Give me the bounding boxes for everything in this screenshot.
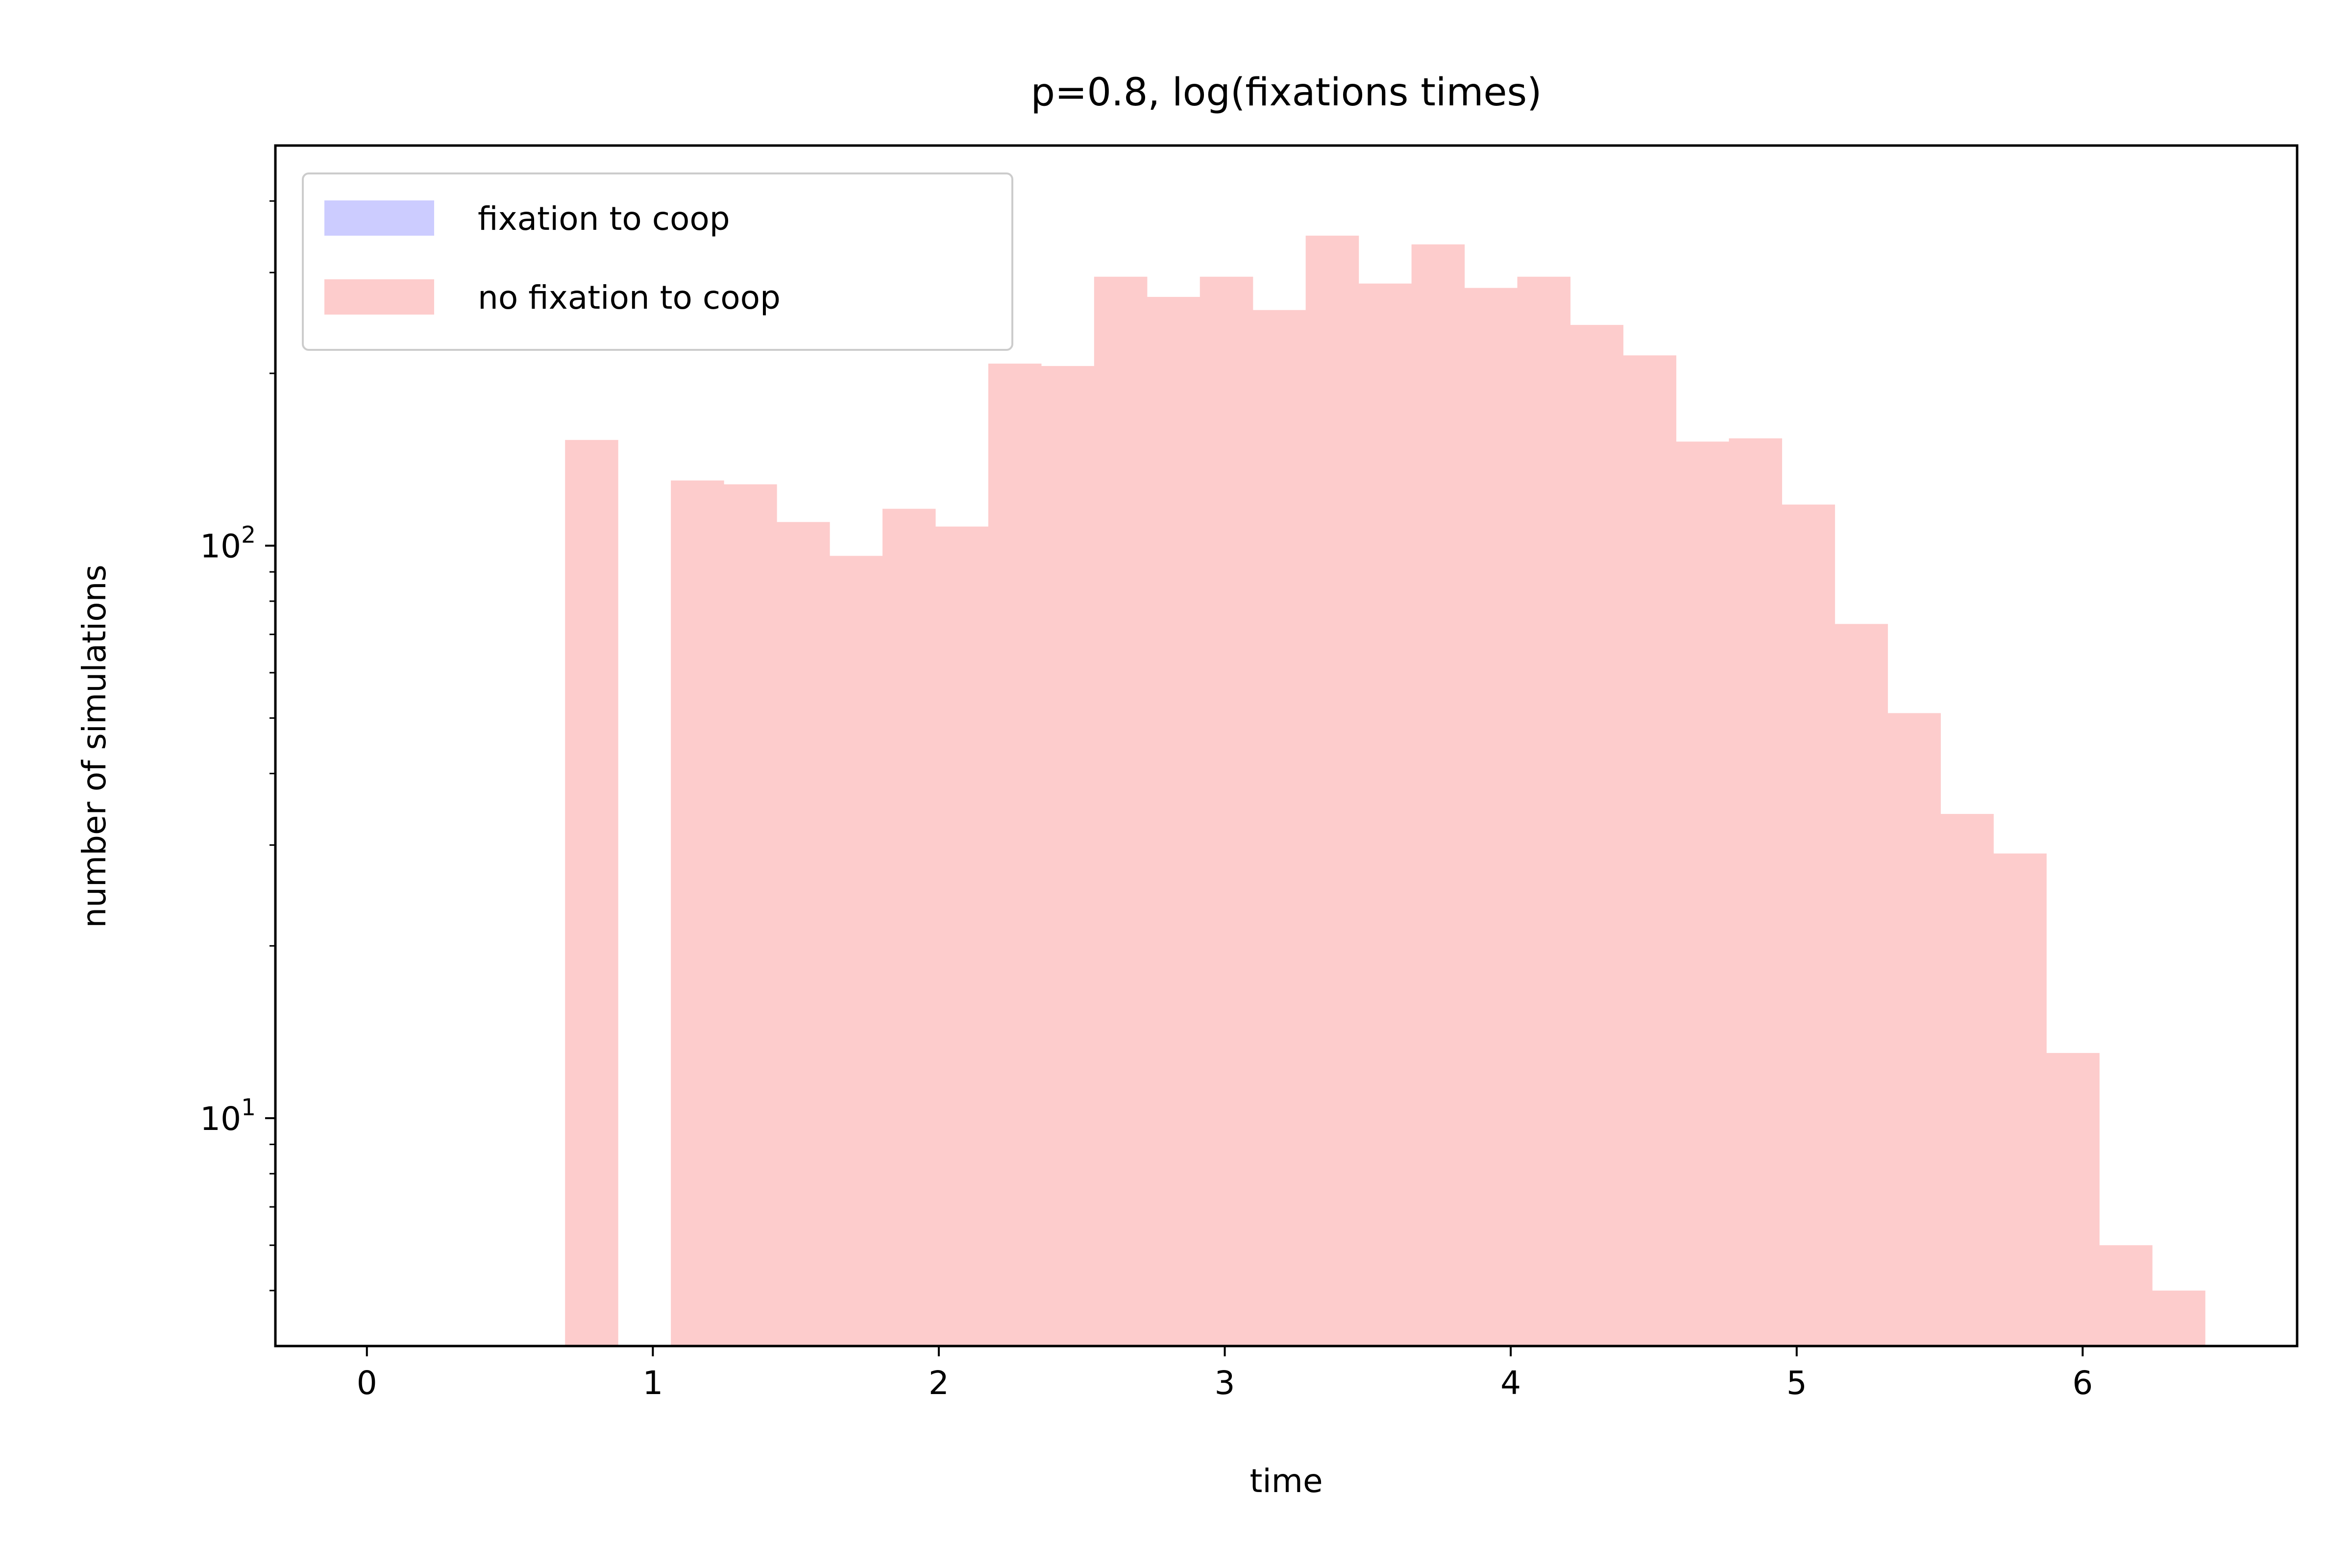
histogram-bar [565, 440, 618, 1347]
histogram-bar [1835, 624, 1888, 1346]
histogram-bar [1358, 283, 1412, 1346]
y-tick-label: 102 [200, 522, 256, 565]
x-tick-label: 1 [642, 1364, 663, 1402]
histogram-bar [2046, 1053, 2100, 1346]
histogram-bar [1729, 438, 1782, 1347]
histogram-bar [1623, 355, 1677, 1346]
histogram-bar [1517, 276, 1571, 1346]
x-tick-label: 4 [1500, 1364, 1521, 1402]
axes-frame [274, 144, 2299, 1348]
histogram-bar [1041, 366, 1095, 1346]
histogram-bar [1676, 441, 1730, 1347]
histogram-bar [1887, 713, 1941, 1346]
x-tick-label: 5 [1787, 1364, 1807, 1402]
chart-title: p=0.8, log(fixations times) [1030, 71, 1542, 115]
histogram-bar [1147, 296, 1200, 1347]
x-tick-label: 2 [929, 1364, 949, 1402]
histogram-bar [1200, 276, 1253, 1346]
histogram-bar [1940, 814, 1994, 1346]
legend-swatch [324, 279, 434, 315]
histogram-bar [724, 484, 777, 1346]
histogram-bar [988, 364, 1042, 1347]
histogram-bar [1305, 235, 1359, 1347]
x-axis-label: time [1250, 1462, 1323, 1500]
legend-label: no fixation to coop [478, 279, 781, 317]
x-tick-label: 0 [357, 1364, 377, 1402]
histogram-bar [1411, 244, 1465, 1347]
x-tick-label: 3 [1215, 1364, 1235, 1402]
histogram-bar [830, 556, 883, 1346]
histogram-bar [2152, 1290, 2205, 1346]
histogram-bar [1782, 504, 1835, 1346]
legend-box [302, 172, 1013, 351]
y-tick-label: 101 [200, 1094, 256, 1138]
legend-swatch [324, 200, 434, 236]
legend-label: fixation to coop [478, 200, 730, 238]
histogram-bar [935, 526, 989, 1346]
y-axis-label: number of simulations [75, 564, 113, 928]
plot-area [565, 235, 2205, 1347]
legend: fixation to coop no fixation to coop [302, 172, 1013, 351]
histogram-bar [1570, 325, 1624, 1346]
histogram-bar [1464, 288, 1518, 1346]
histogram-bar [1993, 853, 2047, 1346]
histogram-bar [777, 522, 830, 1346]
histogram-bar [1094, 276, 1148, 1346]
histogram-bar [671, 480, 724, 1346]
x-tick-label: 6 [2072, 1364, 2093, 1402]
histogram-bar [882, 509, 936, 1346]
histogram-bar [2099, 1245, 2153, 1346]
histogram-bar [1252, 310, 1306, 1346]
